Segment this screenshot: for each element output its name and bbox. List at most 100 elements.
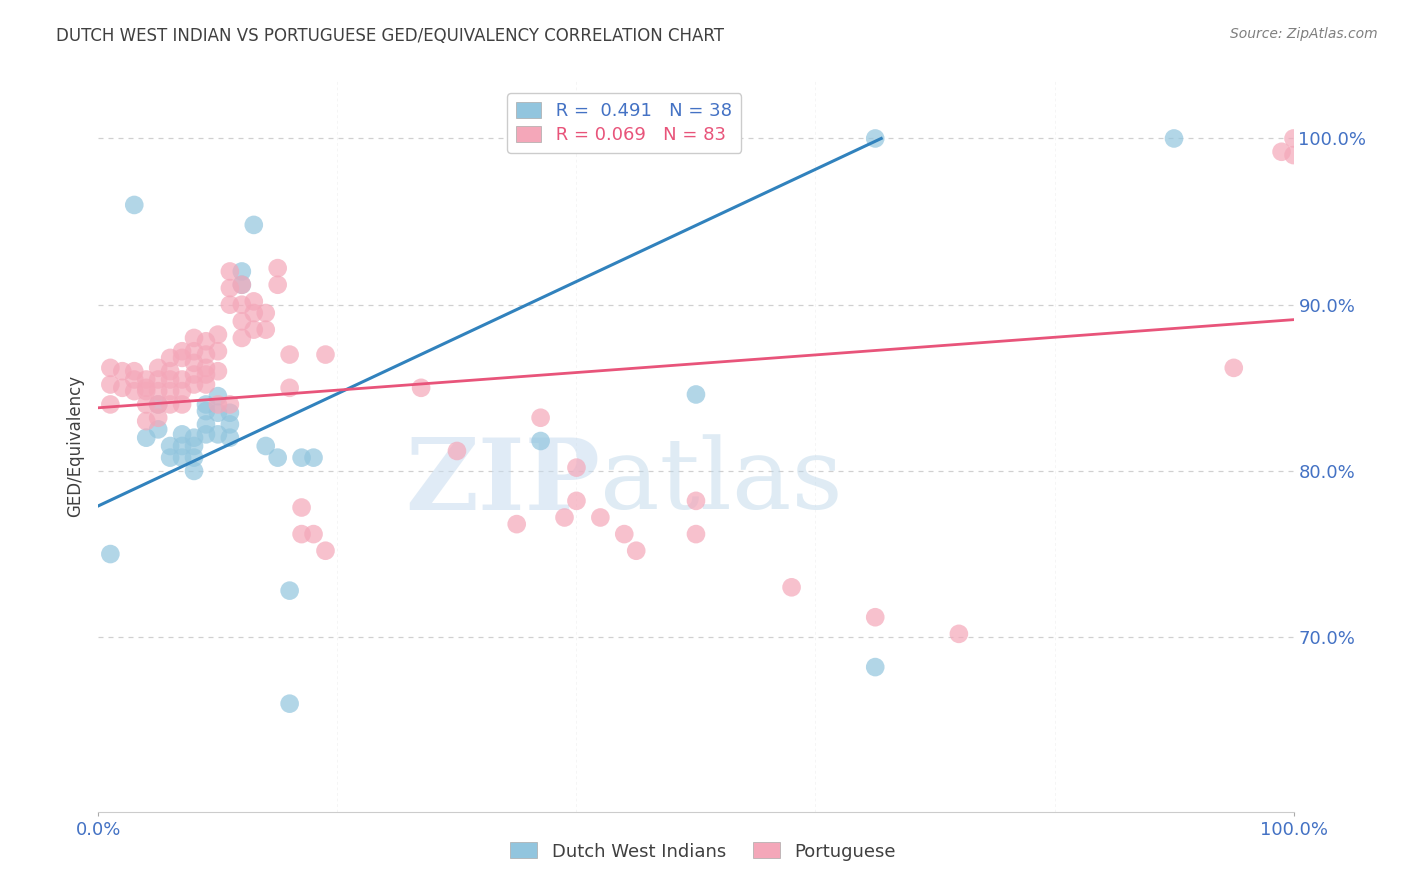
- Point: [865, 660, 887, 674]
- Point: [243, 294, 266, 309]
- Point: [565, 493, 588, 508]
- Point: [148, 360, 170, 375]
- Point: [589, 510, 612, 524]
- Point: [159, 397, 181, 411]
- Text: ZIP: ZIP: [405, 434, 600, 531]
- Point: [124, 364, 146, 378]
- Point: [148, 397, 170, 411]
- Point: [183, 439, 205, 453]
- Point: [195, 360, 218, 375]
- Point: [195, 334, 218, 349]
- Point: [231, 277, 253, 292]
- Point: [207, 427, 229, 442]
- Point: [780, 580, 803, 594]
- Point: [948, 627, 970, 641]
- Point: [278, 381, 301, 395]
- Legend:  R =  0.491   N = 38,  R = 0.069   N = 83: R = 0.491 N = 38, R = 0.069 N = 83: [508, 93, 741, 153]
- Point: [183, 464, 205, 478]
- Point: [195, 368, 218, 382]
- Point: [254, 306, 277, 320]
- Point: [231, 314, 253, 328]
- Point: [278, 347, 301, 362]
- Point: [159, 372, 181, 386]
- Point: [685, 493, 707, 508]
- Point: [219, 417, 242, 432]
- Point: [148, 372, 170, 386]
- Point: [148, 384, 170, 398]
- Point: [195, 377, 218, 392]
- Point: [159, 364, 181, 378]
- Point: [159, 450, 181, 465]
- Y-axis label: GED/Equivalency: GED/Equivalency: [66, 375, 84, 517]
- Point: [1282, 131, 1305, 145]
- Point: [172, 427, 194, 442]
- Point: [111, 381, 134, 395]
- Point: [315, 347, 337, 362]
- Point: [219, 281, 242, 295]
- Point: [278, 697, 301, 711]
- Point: [254, 323, 277, 337]
- Point: [219, 298, 242, 312]
- Point: [183, 331, 205, 345]
- Point: [195, 404, 218, 418]
- Point: [183, 368, 205, 382]
- Point: [135, 381, 157, 395]
- Point: [98, 547, 122, 561]
- Point: [278, 583, 301, 598]
- Point: [195, 427, 218, 442]
- Point: [446, 444, 468, 458]
- Point: [243, 218, 266, 232]
- Point: [1163, 131, 1185, 145]
- Point: [219, 406, 242, 420]
- Point: [267, 450, 290, 465]
- Point: [124, 384, 146, 398]
- Point: [172, 372, 194, 386]
- Text: atlas: atlas: [600, 434, 844, 531]
- Point: [98, 360, 122, 375]
- Point: [135, 372, 157, 386]
- Point: [111, 364, 134, 378]
- Point: [530, 434, 553, 448]
- Point: [506, 517, 529, 532]
- Point: [685, 527, 707, 541]
- Point: [231, 298, 253, 312]
- Point: [231, 331, 253, 345]
- Point: [207, 389, 229, 403]
- Point: [98, 397, 122, 411]
- Point: [159, 439, 181, 453]
- Point: [291, 500, 314, 515]
- Point: [195, 397, 218, 411]
- Point: [135, 431, 157, 445]
- Point: [231, 277, 253, 292]
- Point: [195, 347, 218, 362]
- Point: [183, 431, 205, 445]
- Point: [148, 397, 170, 411]
- Point: [172, 351, 194, 365]
- Point: [207, 327, 229, 342]
- Point: [172, 439, 194, 453]
- Point: [135, 397, 157, 411]
- Point: [195, 417, 218, 432]
- Point: [685, 387, 707, 401]
- Point: [565, 460, 588, 475]
- Point: [530, 410, 553, 425]
- Point: [554, 510, 576, 524]
- Point: [124, 198, 146, 212]
- Point: [207, 364, 229, 378]
- Point: [135, 414, 157, 428]
- Point: [148, 410, 170, 425]
- Point: [159, 384, 181, 398]
- Text: Source: ZipAtlas.com: Source: ZipAtlas.com: [1230, 27, 1378, 41]
- Point: [183, 344, 205, 359]
- Point: [302, 450, 325, 465]
- Point: [207, 406, 229, 420]
- Point: [315, 543, 337, 558]
- Point: [135, 384, 157, 398]
- Point: [1223, 360, 1246, 375]
- Point: [626, 543, 648, 558]
- Point: [207, 344, 229, 359]
- Point: [183, 377, 205, 392]
- Point: [172, 344, 194, 359]
- Point: [865, 610, 887, 624]
- Point: [1282, 148, 1305, 162]
